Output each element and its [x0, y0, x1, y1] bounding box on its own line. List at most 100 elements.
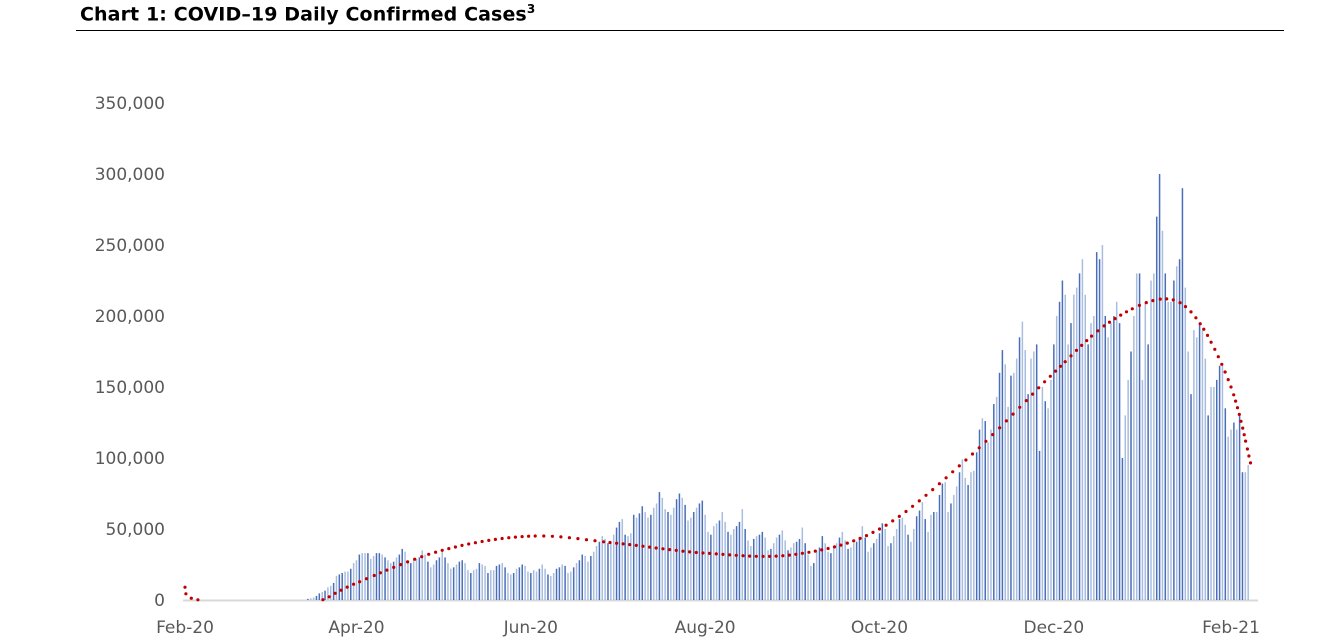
trendline-dot [1198, 322, 1202, 326]
bar [793, 543, 795, 600]
trendline-dot [858, 536, 862, 541]
bar [818, 547, 821, 600]
bar [1084, 294, 1087, 600]
bar [1215, 379, 1218, 600]
bar [1070, 323, 1072, 600]
bar [1164, 273, 1167, 600]
trendline-dot [800, 551, 805, 555]
trendline-dot [1202, 327, 1206, 331]
bar [481, 564, 483, 600]
bar [738, 521, 741, 600]
bar [795, 541, 798, 600]
bar [1001, 350, 1004, 600]
bar [1015, 358, 1018, 600]
trendline-dot [1178, 301, 1182, 305]
bar [390, 563, 392, 600]
trendline-dot [839, 543, 843, 547]
bar [953, 494, 955, 600]
bar [498, 564, 501, 600]
trendline-dot [1063, 360, 1067, 364]
trendline-dot [794, 552, 798, 556]
trendline-dot [1119, 313, 1123, 317]
trendline-dot [701, 551, 705, 555]
bar [427, 561, 429, 600]
bar [961, 459, 964, 600]
bar [372, 555, 375, 600]
bar [581, 554, 584, 600]
trendline-dot [1235, 406, 1240, 410]
bar [1235, 429, 1238, 600]
bar [833, 546, 835, 600]
trendline-dot [392, 565, 396, 570]
bar [361, 553, 363, 600]
bar [1081, 259, 1084, 600]
trendline-dot [951, 470, 955, 474]
trendline-dot [924, 493, 928, 497]
bar [1055, 316, 1058, 600]
trendline-dot [1048, 374, 1052, 378]
trendline-dot [1205, 333, 1210, 337]
bar [870, 547, 872, 600]
bar [398, 554, 401, 600]
bar [987, 442, 989, 600]
bar [604, 538, 606, 600]
bar [692, 511, 695, 600]
bar [647, 517, 649, 600]
bar [672, 507, 675, 600]
trendline-dot [807, 550, 811, 554]
bar [352, 563, 355, 600]
trendline-dot [333, 591, 337, 595]
bar [584, 555, 586, 600]
trendline-dot [1113, 317, 1117, 321]
bar [867, 551, 869, 600]
bar [718, 520, 721, 600]
bar [541, 564, 543, 600]
title-rule [76, 30, 1284, 31]
trendline-dot [1241, 426, 1245, 430]
bar [338, 574, 341, 600]
trendline-dot [567, 536, 572, 540]
bar [478, 563, 481, 600]
bar [635, 517, 638, 600]
trendline-dot [628, 543, 632, 547]
bar [881, 523, 884, 600]
bar [853, 543, 855, 600]
bar [521, 564, 523, 600]
trendline-dot [661, 547, 665, 551]
bar [701, 500, 704, 600]
bar [1118, 323, 1121, 600]
bar [1144, 301, 1147, 600]
bar [367, 553, 369, 600]
trendline-dot [1074, 348, 1079, 352]
bar [324, 590, 326, 600]
trendline-dot [615, 541, 619, 545]
bar [750, 546, 752, 600]
bar [410, 563, 412, 600]
trendline-dot [1244, 439, 1248, 443]
bar [724, 521, 726, 600]
trendline-dot [1194, 316, 1198, 320]
trendline-dot [741, 554, 745, 558]
bar [1121, 458, 1124, 600]
bar [484, 565, 486, 600]
bar [1104, 316, 1107, 600]
bar [1044, 401, 1047, 600]
bar [815, 550, 818, 600]
bar [964, 477, 966, 600]
bar [1133, 316, 1135, 600]
bar [1087, 344, 1089, 600]
trendline-dot [339, 588, 343, 592]
bar [630, 533, 632, 600]
trendline-dot [641, 544, 645, 548]
trendline-dot [413, 557, 417, 561]
bar [1021, 321, 1024, 600]
bar [1150, 280, 1152, 600]
bar [727, 531, 729, 600]
x-tick-label: Apr-20 [328, 618, 384, 638]
y-tick-label: 150,000 [95, 378, 165, 398]
trendline-dot [1124, 310, 1129, 314]
bar [781, 530, 784, 600]
bar [698, 503, 701, 600]
bar [1175, 266, 1178, 600]
bar [1224, 408, 1227, 600]
